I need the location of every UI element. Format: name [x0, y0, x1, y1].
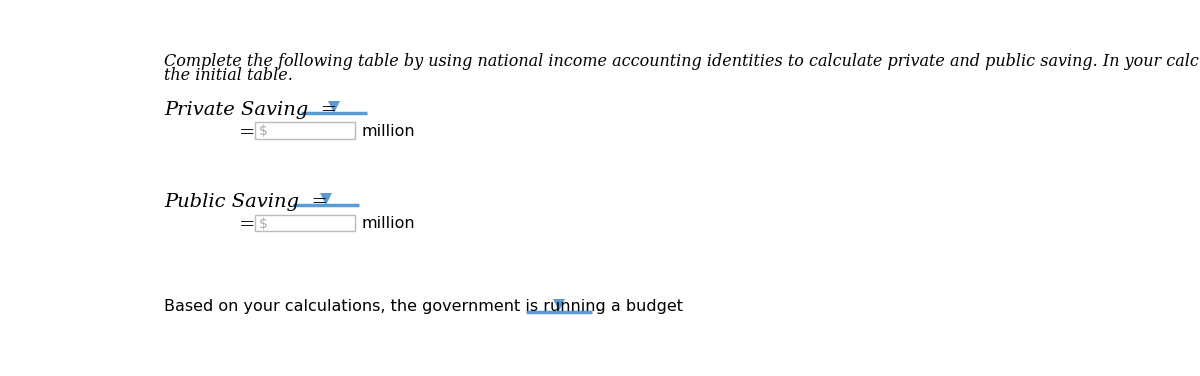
Text: .: . — [595, 299, 601, 314]
Text: =: = — [239, 216, 256, 234]
FancyBboxPatch shape — [254, 122, 355, 139]
Text: Based on your calculations, the government is running a budget: Based on your calculations, the governme… — [164, 299, 683, 314]
Text: $: $ — [258, 124, 268, 138]
Text: Public Saving  =: Public Saving = — [164, 193, 328, 211]
Text: Complete the following table by using national income accounting identities to c: Complete the following table by using na… — [164, 53, 1200, 70]
Text: $: $ — [258, 217, 268, 231]
Text: million: million — [361, 216, 415, 231]
FancyBboxPatch shape — [254, 215, 355, 232]
Text: Private Saving  =: Private Saving = — [164, 100, 337, 118]
Text: =: = — [239, 124, 256, 142]
Text: the initial table.: the initial table. — [164, 67, 293, 84]
Text: million: million — [361, 124, 415, 139]
